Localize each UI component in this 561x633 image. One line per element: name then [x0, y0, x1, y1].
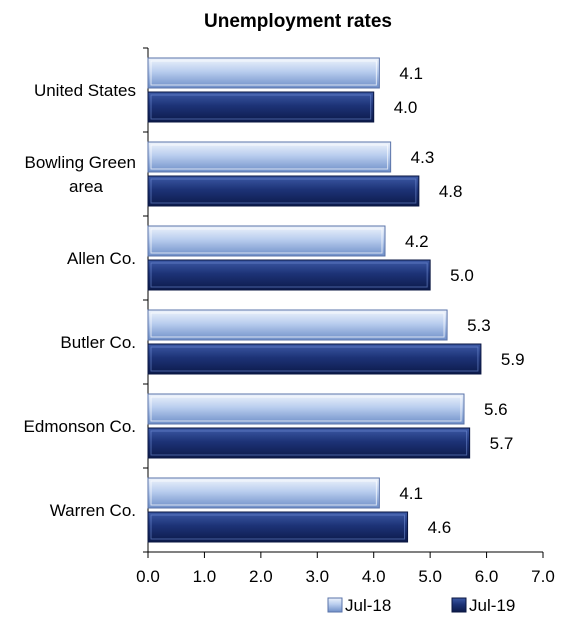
x-tick-label: 2.0 — [249, 567, 273, 586]
category-label: Bowling Green — [24, 153, 136, 172]
data-label: 4.8 — [439, 182, 463, 201]
data-label: 4.6 — [428, 518, 452, 537]
bar-bevel — [150, 430, 468, 456]
data-label: 5.0 — [450, 266, 474, 285]
legend-label: Jul-19 — [469, 596, 515, 615]
data-label: 5.7 — [490, 434, 514, 453]
bar — [147, 427, 471, 459]
x-tick-label: 4.0 — [362, 567, 386, 586]
bar-bevel — [150, 514, 406, 540]
bar-bevel — [150, 60, 377, 86]
bar — [147, 477, 380, 509]
bar-bevel — [150, 312, 445, 338]
bar — [147, 141, 392, 173]
x-tick-label: 3.0 — [305, 567, 329, 586]
bar-bevel — [150, 178, 417, 204]
legend-swatch — [451, 597, 467, 613]
bar-bevel — [150, 94, 372, 120]
bar-bevel — [150, 346, 479, 372]
bar-bevel — [150, 228, 383, 254]
bar — [147, 309, 448, 341]
bar — [147, 259, 431, 291]
x-tick-label: 7.0 — [531, 567, 555, 586]
category-label: Butler Co. — [60, 333, 136, 352]
category-label: area — [69, 177, 104, 196]
x-tick-label: 0.0 — [136, 567, 160, 586]
data-label: 4.3 — [411, 148, 435, 167]
bar-bevel — [150, 480, 377, 506]
bar-bevel — [150, 144, 389, 170]
bar — [147, 175, 420, 207]
legend-swatch — [327, 597, 343, 613]
data-label: 4.1 — [399, 484, 423, 503]
bar — [147, 57, 380, 89]
bar — [147, 91, 375, 123]
data-label: 4.0 — [394, 98, 418, 117]
bar-bevel — [150, 396, 462, 422]
category-label: Warren Co. — [50, 501, 136, 520]
x-tick-label: 6.0 — [475, 567, 499, 586]
chart-title: Unemployment rates — [204, 11, 392, 32]
x-tick-label: 5.0 — [418, 567, 442, 586]
category-label: Allen Co. — [67, 249, 136, 268]
data-label: 4.2 — [405, 232, 429, 251]
data-label: 5.3 — [467, 316, 491, 335]
bar — [147, 225, 386, 257]
bar — [147, 343, 482, 375]
category-label: United States — [34, 81, 136, 100]
bar — [147, 393, 465, 425]
bar-bevel — [150, 262, 428, 288]
category-label: Edmonson Co. — [24, 417, 136, 436]
data-label: 5.6 — [484, 400, 508, 419]
data-label: 4.1 — [399, 64, 423, 83]
x-tick-label: 1.0 — [193, 567, 217, 586]
legend-label: Jul-18 — [345, 596, 391, 615]
data-label: 5.9 — [501, 350, 525, 369]
bar — [147, 511, 409, 543]
